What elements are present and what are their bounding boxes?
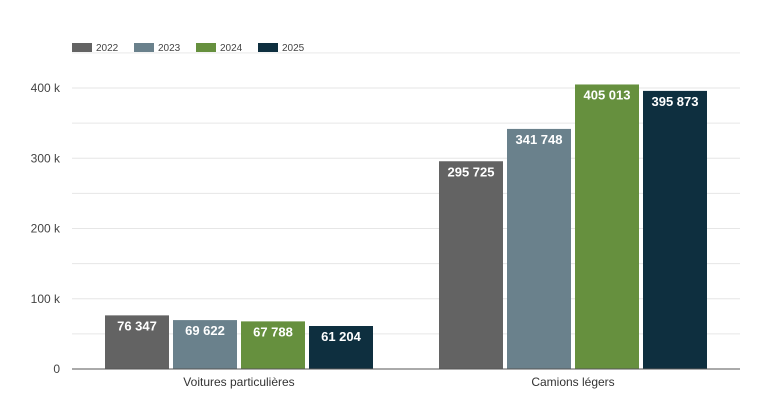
data-label: 405 013 xyxy=(584,87,631,102)
bar-2022-2 xyxy=(439,161,503,369)
bar-2023-1 xyxy=(173,320,237,369)
x-category-label: Camions légers xyxy=(531,375,614,389)
legend-label[interactable]: 2024 xyxy=(220,43,243,54)
bar-2025-1 xyxy=(309,326,373,369)
legend-label[interactable]: 2025 xyxy=(282,43,305,54)
legend-swatch xyxy=(196,43,216,52)
legend-swatch xyxy=(134,43,154,52)
legend-label[interactable]: 2022 xyxy=(96,43,119,54)
bar-2024-1 xyxy=(241,321,305,369)
legend-swatch xyxy=(258,43,278,52)
legend: 2022 2023 2024 2025 xyxy=(72,43,305,54)
x-category-label: Voitures particulières xyxy=(183,375,294,389)
grid-lines xyxy=(72,52,740,335)
axes: 0 100 k 200 k 300 k 400 k Voitures particuliè… xyxy=(31,81,740,389)
data-label: 69 622 xyxy=(185,323,225,338)
legend-label[interactable]: 2023 xyxy=(158,43,181,54)
bar-2025-2 xyxy=(643,90,707,369)
data-label: 295 725 xyxy=(448,164,495,179)
y-tick-label: 100 k xyxy=(31,292,61,306)
bar-2022-1 xyxy=(105,315,169,369)
bars xyxy=(105,84,707,370)
y-tick-label: 0 xyxy=(53,362,60,376)
y-tick-label: 400 k xyxy=(31,81,61,95)
legend-swatch xyxy=(72,43,92,52)
data-label: 76 347 xyxy=(117,318,157,333)
y-tick-label: 200 k xyxy=(31,222,61,236)
data-label: 395 873 xyxy=(652,94,699,109)
data-label: 61 204 xyxy=(321,329,362,344)
bar-2024-2 xyxy=(575,84,639,370)
data-label: 341 748 xyxy=(516,132,563,147)
data-label: 67 788 xyxy=(253,324,293,339)
data-labels: 76 347 69 622 67 788 61 204 295 725 341 748 40… xyxy=(117,87,698,344)
y-tick-label: 300 k xyxy=(31,151,61,165)
bar-2023-2 xyxy=(507,128,571,369)
